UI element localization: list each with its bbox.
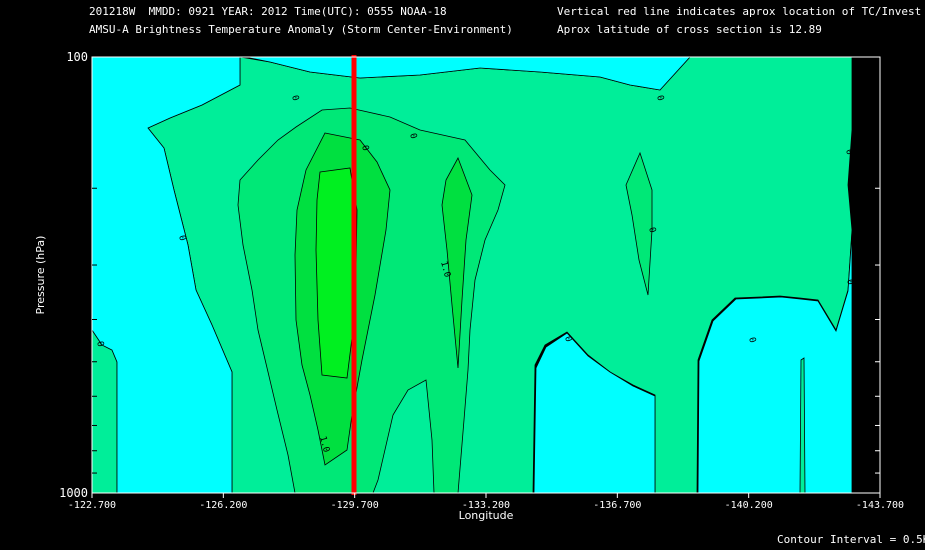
contour-label: 0	[844, 278, 855, 286]
x-tick-label: -129.700	[331, 500, 379, 511]
header-line-3: Vertical red line indicates aprox locati…	[557, 5, 922, 18]
x-tick-label: -140.200	[725, 500, 773, 511]
contour-label: 0	[654, 94, 665, 102]
x-tick-label: -122.700	[68, 500, 116, 511]
contour-label: 0	[359, 144, 370, 152]
contour-label: 1.0	[438, 260, 452, 278]
header-line-2: AMSU-A Brightness Temperature Anomaly (S…	[89, 23, 513, 36]
contour-label: 0	[176, 234, 187, 242]
header-line-4: Aprox latitude of cross section is 12.89	[557, 23, 822, 36]
y-tick-label: 1000	[59, 486, 88, 500]
no-data-strip	[852, 57, 880, 493]
contour-label: 0	[646, 226, 657, 234]
x-axis: -122.700 -126.200 -129.700 -133.200 -136.700…	[68, 493, 904, 511]
contour-label: 0	[562, 335, 573, 343]
x-tick-label: -143.700	[856, 500, 904, 511]
contour-label: 0	[843, 148, 854, 156]
contour-fill-level-05-east	[625, 151, 653, 296]
y-tick-label: 100	[66, 50, 88, 64]
contour-fill-level-10-east	[441, 157, 473, 369]
plot-area: 0 0 0 0 0 0 0 0 0 0 0 1.0 1.0	[91, 55, 881, 495]
cold-region-top	[91, 56, 241, 494]
x-axis-title: Longitude	[459, 509, 514, 522]
contour-fill-level-0-left	[91, 328, 118, 494]
x-tick-label: -126.200	[199, 500, 247, 511]
contour-label: 0	[407, 132, 418, 140]
cold-region-narrow	[799, 357, 806, 494]
y-axis: 100 1000	[59, 50, 880, 500]
x-tick-label: -133.200	[462, 500, 510, 511]
contour-fill-level-15	[315, 167, 358, 379]
header-line-1: 201218W MMDD: 0921 YEAR: 2012 Time(UTC):…	[89, 5, 447, 18]
contour-label: 0	[289, 94, 300, 102]
contour-label: 0	[746, 336, 757, 344]
y-axis-title: Pressure (hPa)	[34, 236, 47, 315]
contour-interval-note: Contour Interval = 0.5K	[777, 533, 925, 546]
contour-label: 1.0	[317, 435, 331, 453]
contour-label: 0	[94, 340, 105, 348]
cold-region-east-1	[533, 332, 656, 494]
x-tick-label: -136.700	[593, 500, 641, 511]
contour-labels: 0 0 0 0 0 0 0 0 0 0 0 1.0 1.0	[94, 94, 855, 453]
